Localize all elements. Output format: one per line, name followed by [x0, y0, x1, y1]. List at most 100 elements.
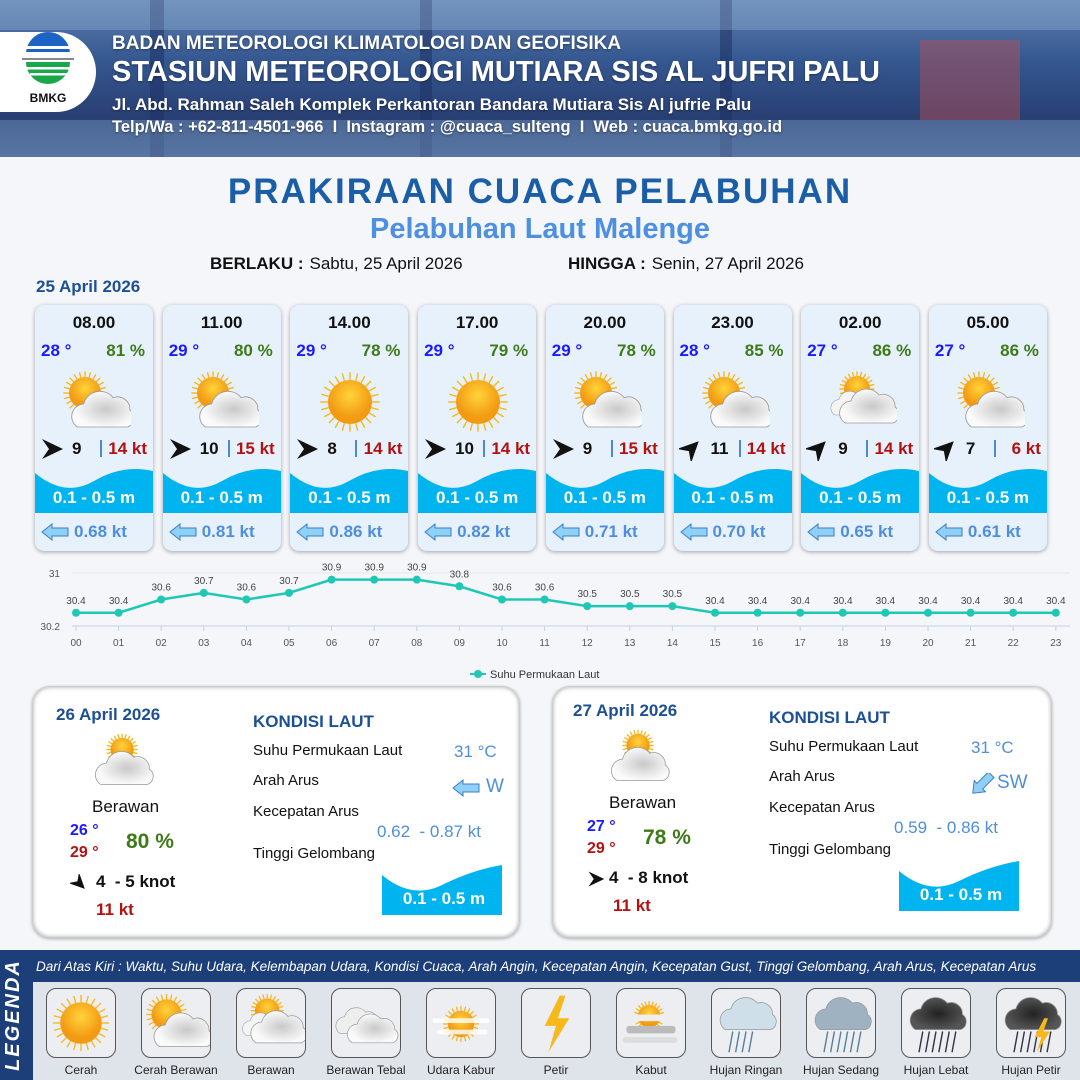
- weather-cerah-icon: [442, 367, 514, 437]
- current-row: 0.71 kt: [551, 521, 661, 543]
- current-direction-arrow-icon: [295, 521, 325, 548]
- weather-berawan-icon: [605, 727, 675, 802]
- data-point: [753, 608, 762, 617]
- separator: [355, 440, 358, 457]
- weather-cerah-berawan-icon: [59, 367, 135, 437]
- x-tick-label: 18: [837, 638, 849, 649]
- legend-label: Cerah Berawan: [134, 1063, 218, 1077]
- wave-height: 0.1 - 0.5 m: [308, 488, 391, 507]
- humidity: 78 %: [643, 826, 691, 849]
- wave-icon: [418, 463, 537, 513]
- weather-hujan-lebat-icon: [901, 988, 971, 1058]
- air-temperature: 28 °: [679, 341, 710, 360]
- legend-label: Berawan Tebal: [326, 1063, 406, 1077]
- current-row: 0.82 kt: [423, 521, 533, 543]
- data-label: 30.4: [833, 596, 853, 607]
- wind-row: 7 6 kt: [931, 437, 1044, 464]
- svg-text:BMKG: BMKG: [30, 91, 67, 105]
- panel-date: 27 April 2026: [573, 701, 678, 720]
- legend-item: Kabut: [603, 988, 699, 1078]
- x-tick-label: 14: [667, 638, 679, 649]
- legend-label: Kabut: [635, 1063, 667, 1077]
- weather-hujan-sedang-icon: [806, 988, 876, 1058]
- current-speed: 0.82 kt: [457, 522, 511, 541]
- wave-icon: [290, 463, 409, 513]
- x-tick-label: 06: [326, 638, 338, 649]
- forecast-card: 11.00 29 ° 80 % 10 15 kt 0.1 - 0.5 m 0.81 kt: [162, 305, 281, 551]
- wave-icon: [162, 463, 281, 513]
- legend-label: Petir: [543, 1063, 569, 1077]
- current-direction-arrow-icon: [679, 521, 709, 548]
- max-temperature: 29 °: [587, 840, 616, 857]
- legend-label: Udara Kabur: [426, 1063, 496, 1077]
- min-temperature: 26 °: [70, 822, 99, 839]
- forecast-time: 02.00: [838, 313, 882, 332]
- day1-date: 25 April 2026: [36, 277, 141, 296]
- x-tick-label: 07: [369, 638, 381, 649]
- data-point: [796, 608, 805, 617]
- current-direction-arrow-icon: [40, 521, 70, 548]
- sst-value: 31 °C: [971, 738, 1014, 757]
- daily-panel: 26 April 2026 Berawan 26 ° 29 ° 80 % 4 - 5 kn…: [32, 686, 520, 938]
- legend-item: Berawan Tebal: [318, 988, 414, 1078]
- gust-speed: 14 kt: [746, 439, 786, 458]
- x-tick-label: 22: [1008, 638, 1020, 649]
- wind-speed: 11: [710, 439, 729, 458]
- current-direction-value: SW: [997, 772, 1028, 793]
- weather-condition: Berawan: [609, 793, 677, 812]
- legend-marker: [474, 670, 482, 678]
- wind-direction-arrow-icon: [295, 437, 319, 466]
- legend-label: Hujan Lebat: [903, 1063, 969, 1077]
- data-point: [157, 595, 166, 604]
- data-point: [285, 588, 293, 597]
- x-tick-label: 02: [156, 638, 168, 649]
- humidity: 81 %: [106, 341, 145, 360]
- humidity: 78 %: [361, 341, 401, 360]
- valid-to-label: HINGGA :: [568, 254, 646, 273]
- x-tick-label: 15: [709, 638, 721, 649]
- x-tick-label: 00: [70, 638, 82, 649]
- x-tick-label: 08: [411, 638, 423, 649]
- weather-petir-icon: [521, 988, 591, 1058]
- data-label: 30.6: [535, 583, 555, 594]
- legend-item: Cerah Berawan: [128, 988, 224, 1078]
- sea-surface-temperature-chart: 31 30.2 30.4 00 30.4 01 30.6 02 30.7 03 30.6 04 30.7…: [41, 563, 1070, 681]
- data-point: [199, 588, 208, 597]
- panel-date: 26 April 2026: [56, 705, 161, 724]
- air-temperature: 27 °: [807, 341, 838, 360]
- x-tick-label: 16: [752, 638, 764, 649]
- air-temperature: 28 °: [41, 341, 72, 360]
- x-tick-label: 23: [1050, 638, 1062, 649]
- data-label: 30.4: [66, 596, 86, 607]
- weather-kabut-icon: [616, 988, 686, 1058]
- data-label: 30.6: [151, 583, 171, 594]
- forecast-card: 23.00 28 ° 85 % 11 14 kt 0.1 - 0.5 m 0.70 kt: [673, 305, 792, 551]
- forecast-card: 05.00 27 ° 86 % 7 6 kt 0.1 - 0.5 m 0.61 kt: [928, 305, 1047, 551]
- wave-icon: [928, 463, 1047, 513]
- data-label: 30.9: [364, 563, 384, 574]
- daily-panel: 27 April 2026 Berawan 27 ° 29 ° 78 % 4 - 8 kn…: [552, 686, 1052, 938]
- gust-speed: 14 kt: [874, 439, 914, 458]
- data-point: [711, 608, 719, 617]
- legend-item: Udara Kabur: [413, 988, 509, 1078]
- humidity: 79 %: [489, 341, 529, 360]
- current-speed-range: 0.62 - 0.87 kt: [377, 822, 481, 841]
- data-label: 30.4: [1046, 596, 1066, 607]
- air-temperature: 29 °: [424, 341, 455, 360]
- legend-item: Hujan Lebat: [888, 988, 984, 1078]
- bmkg-logo: BMKG: [0, 32, 96, 112]
- data-point: [242, 595, 251, 604]
- weather-hujan-ringan-icon: [711, 988, 781, 1058]
- current-row: 0.81 kt: [168, 521, 278, 543]
- weather-berawan-icon: [825, 367, 900, 437]
- current-direction-arrow-icon: [806, 521, 836, 548]
- data-point: [668, 602, 677, 611]
- x-tick-label: 09: [454, 638, 466, 649]
- wave-height-label: Tinggi Gelombang: [253, 845, 376, 862]
- data-point: [966, 608, 975, 617]
- x-tick-label: 10: [496, 638, 508, 649]
- x-tick-label: 13: [624, 638, 636, 649]
- wind-speed: 10: [455, 439, 475, 458]
- min-temperature: 27 °: [587, 818, 616, 835]
- wave-height-value: 0.1 - 0.5 m: [402, 889, 486, 908]
